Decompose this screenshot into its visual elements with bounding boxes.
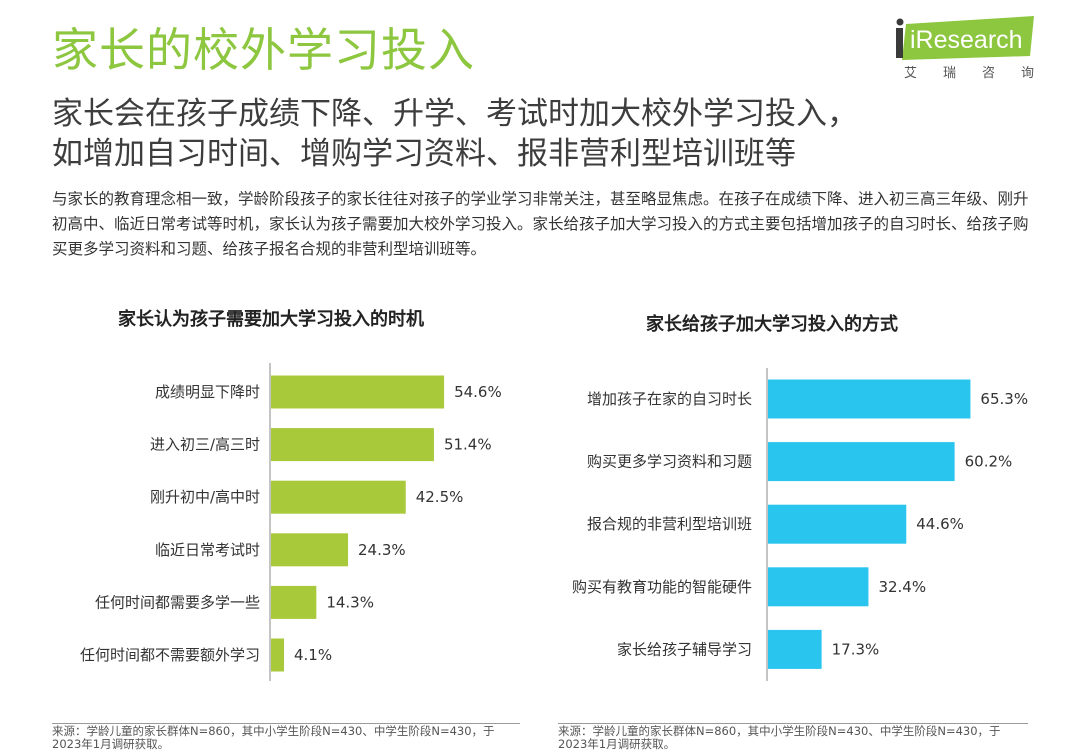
bar: [271, 638, 284, 672]
category-label: 进入初三/高三时: [150, 436, 260, 454]
data-label: 32.4%: [878, 578, 926, 596]
data-label: 24.3%: [358, 541, 406, 559]
bar: [768, 629, 822, 669]
source-note: 来源：学龄儿童的家长群体N=860，其中小学生阶段N=430、中学生阶段N=43…: [558, 724, 1001, 751]
logo-sub-char: 询: [1020, 66, 1034, 81]
data-label: 17.3%: [832, 640, 880, 658]
data-label: 65.3%: [980, 390, 1028, 408]
category-label: 临近日常考试时: [155, 541, 260, 559]
logo-subtitle: 艾 瑞 咨 询: [904, 62, 1034, 81]
source-divider: [558, 723, 1028, 724]
category-label: 购买有教育功能的智能硬件: [572, 578, 752, 596]
chart-title-methods: 家长给孩子加大学习投入的方式: [646, 314, 898, 335]
iresearch-logo: iResearch 艾 瑞 咨 询: [896, 14, 1038, 84]
bar: [271, 428, 434, 462]
logo-sub-char: 瑞: [942, 66, 956, 81]
chart-title-timing: 家长认为孩子需要加大学习投入的时机: [118, 309, 424, 330]
logo-wordmark: iResearch: [910, 26, 1023, 54]
bar: [271, 533, 349, 567]
page-subtitle: 家长会在孩子成绩下降、升学、考试时加大校外学习投入， 如增加自习时间、增购学习资…: [52, 94, 1042, 174]
data-label: 60.2%: [965, 453, 1013, 471]
bar: [271, 480, 406, 514]
subtitle-line: 如增加自习时间、增购学习资料、报非营利型培训班等: [52, 136, 796, 172]
data-label: 4.1%: [294, 646, 332, 664]
category-label: 任何时间都需要多学一些: [95, 593, 260, 611]
category-label: 成绩明显下降时: [155, 383, 260, 401]
category-label: 刚升初中/高中时: [150, 488, 260, 506]
data-label: 42.5%: [416, 488, 464, 506]
description-paragraph: 与家长的教育理念相一致，学龄阶段孩子的家长往往对孩子的学业学习非常关注，甚至略显…: [52, 190, 1029, 258]
logo-banner: [896, 16, 1034, 60]
data-label: 51.4%: [444, 436, 492, 454]
bar: [768, 442, 955, 482]
bar: [271, 375, 445, 409]
logo-sub-char: 艾: [904, 66, 918, 81]
page-title: 家长的校外学习投入: [52, 23, 475, 77]
bar: [768, 504, 907, 544]
category-label: 增加孩子在家的自习时长: [587, 390, 752, 408]
category-label: 任何时间都不需要额外学习: [80, 646, 260, 664]
category-label: 报合规的非营利型培训班: [587, 515, 752, 533]
category-label: 家长给孩子辅导学习: [617, 640, 752, 658]
logo-sub-char: 咨: [981, 66, 995, 81]
subtitle-line: 家长会在孩子成绩下降、升学、考试时加大校外学习投入，: [52, 96, 858, 132]
logo-text: iResearch: [910, 26, 1023, 54]
bar: [271, 585, 317, 619]
data-label: 54.6%: [454, 383, 502, 401]
bar: [768, 379, 971, 419]
data-label: 44.6%: [916, 515, 964, 533]
bar: [768, 567, 869, 607]
source-note: 来源：学龄儿童的家长群体N=860，其中小学生阶段N=430、中学生阶段N=43…: [52, 724, 495, 751]
data-label: 14.3%: [326, 593, 374, 611]
category-label: 购买更多学习资料和习题: [587, 453, 752, 471]
source-divider: [52, 723, 520, 724]
